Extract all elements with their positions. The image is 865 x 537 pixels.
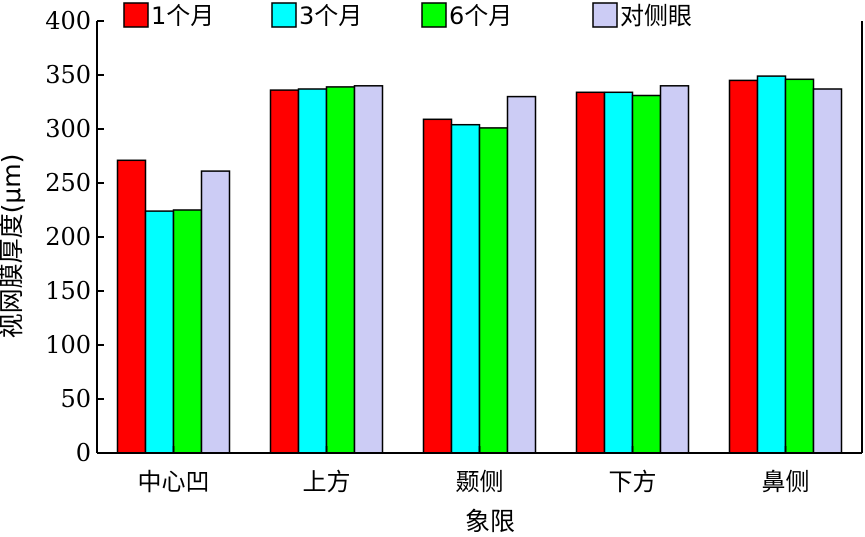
bar-series-1-category-1 — [297, 88, 328, 454]
x-tick-label-1: 上方 — [303, 468, 351, 496]
legend-swatch-2 — [421, 2, 447, 28]
y-tick-label-7: 350 — [45, 61, 91, 89]
bar-series-2-category-2 — [478, 127, 509, 454]
y-tick-label-8: 400 — [45, 7, 91, 35]
bar-series-0-category-2 — [422, 118, 453, 454]
bar-series-2-category-3 — [631, 94, 662, 454]
y-axis-title: 视网膜厚度(μm) — [0, 154, 26, 339]
legend: 1个月 3个月 6个月 对侧眼 — [123, 2, 692, 30]
bar-series-2-category-0 — [172, 209, 203, 454]
bar-series-3-category-4 — [812, 88, 843, 454]
legend-label-0: 1个月 — [151, 2, 214, 30]
bar-series-1-category-3 — [603, 91, 634, 454]
bar-series-3-category-2 — [506, 95, 537, 454]
bar-series-0-category-0 — [116, 159, 147, 454]
bar-series-1-category-0 — [144, 210, 175, 454]
axes: 0 50 100 150 200 250 300 350 400 中心凹 上方 颞侧 下方 鼻侧 — [45, 7, 863, 496]
y-tick-label-1: 50 — [60, 385, 91, 413]
x-tick-label-2: 颞侧 — [456, 468, 504, 496]
legend-label-2: 6个月 — [449, 2, 512, 30]
bar-series-3-category-0 — [200, 170, 231, 454]
x-tick-label-3: 下方 — [609, 468, 657, 496]
x-tick-label-0: 中心凹 — [138, 468, 210, 496]
bar-series-0-category-4 — [728, 79, 759, 454]
x-axis-title: 象限 — [465, 507, 515, 536]
bar-series-2-category-1 — [325, 86, 356, 454]
y-tick-label-2: 100 — [45, 331, 91, 359]
legend-label-1: 3个月 — [299, 2, 362, 30]
x-tick-label-4: 鼻侧 — [762, 468, 810, 496]
y-tick-label-6: 300 — [45, 115, 91, 143]
bar-series-0-category-1 — [269, 89, 300, 454]
legend-swatch-0 — [123, 2, 149, 28]
legend-swatch-1 — [271, 2, 297, 28]
y-tick-label-4: 200 — [45, 223, 91, 251]
bar-series-0-category-3 — [575, 91, 606, 454]
y-tick-label-5: 250 — [45, 169, 91, 197]
y-tick-label-3: 150 — [45, 277, 91, 305]
bar-series-3-category-1 — [353, 85, 384, 454]
bar-series-1-category-2 — [450, 123, 481, 454]
bar-series-1-category-4 — [756, 75, 787, 454]
bar-series-2-category-4 — [784, 78, 815, 454]
bars — [116, 75, 843, 454]
legend-swatch-3 — [592, 2, 618, 28]
legend-label-3: 对侧眼 — [620, 2, 692, 30]
bar-series-3-category-3 — [659, 85, 690, 454]
y-tick-label-0: 0 — [76, 439, 91, 467]
